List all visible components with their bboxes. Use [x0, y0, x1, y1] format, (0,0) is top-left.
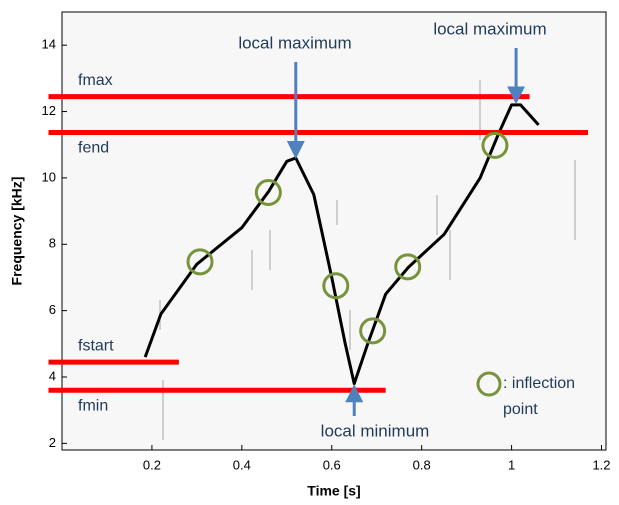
reference-label: fend	[78, 140, 109, 157]
y-tick-label: 4	[49, 368, 56, 383]
inflection-point	[254, 179, 282, 207]
annotation-label: local minimum	[321, 421, 430, 440]
y-tick-label: 6	[49, 302, 56, 317]
inflection-point	[394, 253, 422, 281]
legend-label: : inflection	[503, 375, 575, 392]
x-axis-title: Time [s]	[307, 483, 360, 499]
annotation-label: local maximum	[238, 33, 351, 52]
legend-label: point	[503, 401, 538, 418]
x-tick-label: 0.6	[323, 457, 341, 472]
y-tick-label: 8	[49, 236, 56, 251]
x-tick-label: 1.2	[592, 457, 610, 472]
x-tick-label: 0.4	[233, 457, 251, 472]
inflection-point	[481, 131, 509, 159]
y-tick-label: 14	[42, 37, 56, 52]
reference-label: fmin	[78, 397, 108, 414]
contour	[143, 103, 540, 386]
y-tick-label: 12	[42, 103, 56, 118]
x-tick-label: 0.2	[143, 457, 161, 472]
y-tick-label: 2	[49, 435, 56, 450]
y-axis-title: Frequency [kHz]	[9, 177, 25, 286]
inflection-point	[359, 317, 387, 345]
reference-label: fmax	[78, 72, 113, 89]
y-tick-label: 10	[42, 169, 56, 184]
annotation-label: local maximum	[433, 19, 546, 38]
inflection-point	[322, 272, 350, 300]
x-tick-label: 1	[508, 457, 515, 472]
inflection-point	[186, 248, 214, 276]
reference-label: fstart	[78, 337, 114, 354]
x-tick-label: 0.8	[413, 457, 431, 472]
legend-marker	[476, 371, 502, 397]
